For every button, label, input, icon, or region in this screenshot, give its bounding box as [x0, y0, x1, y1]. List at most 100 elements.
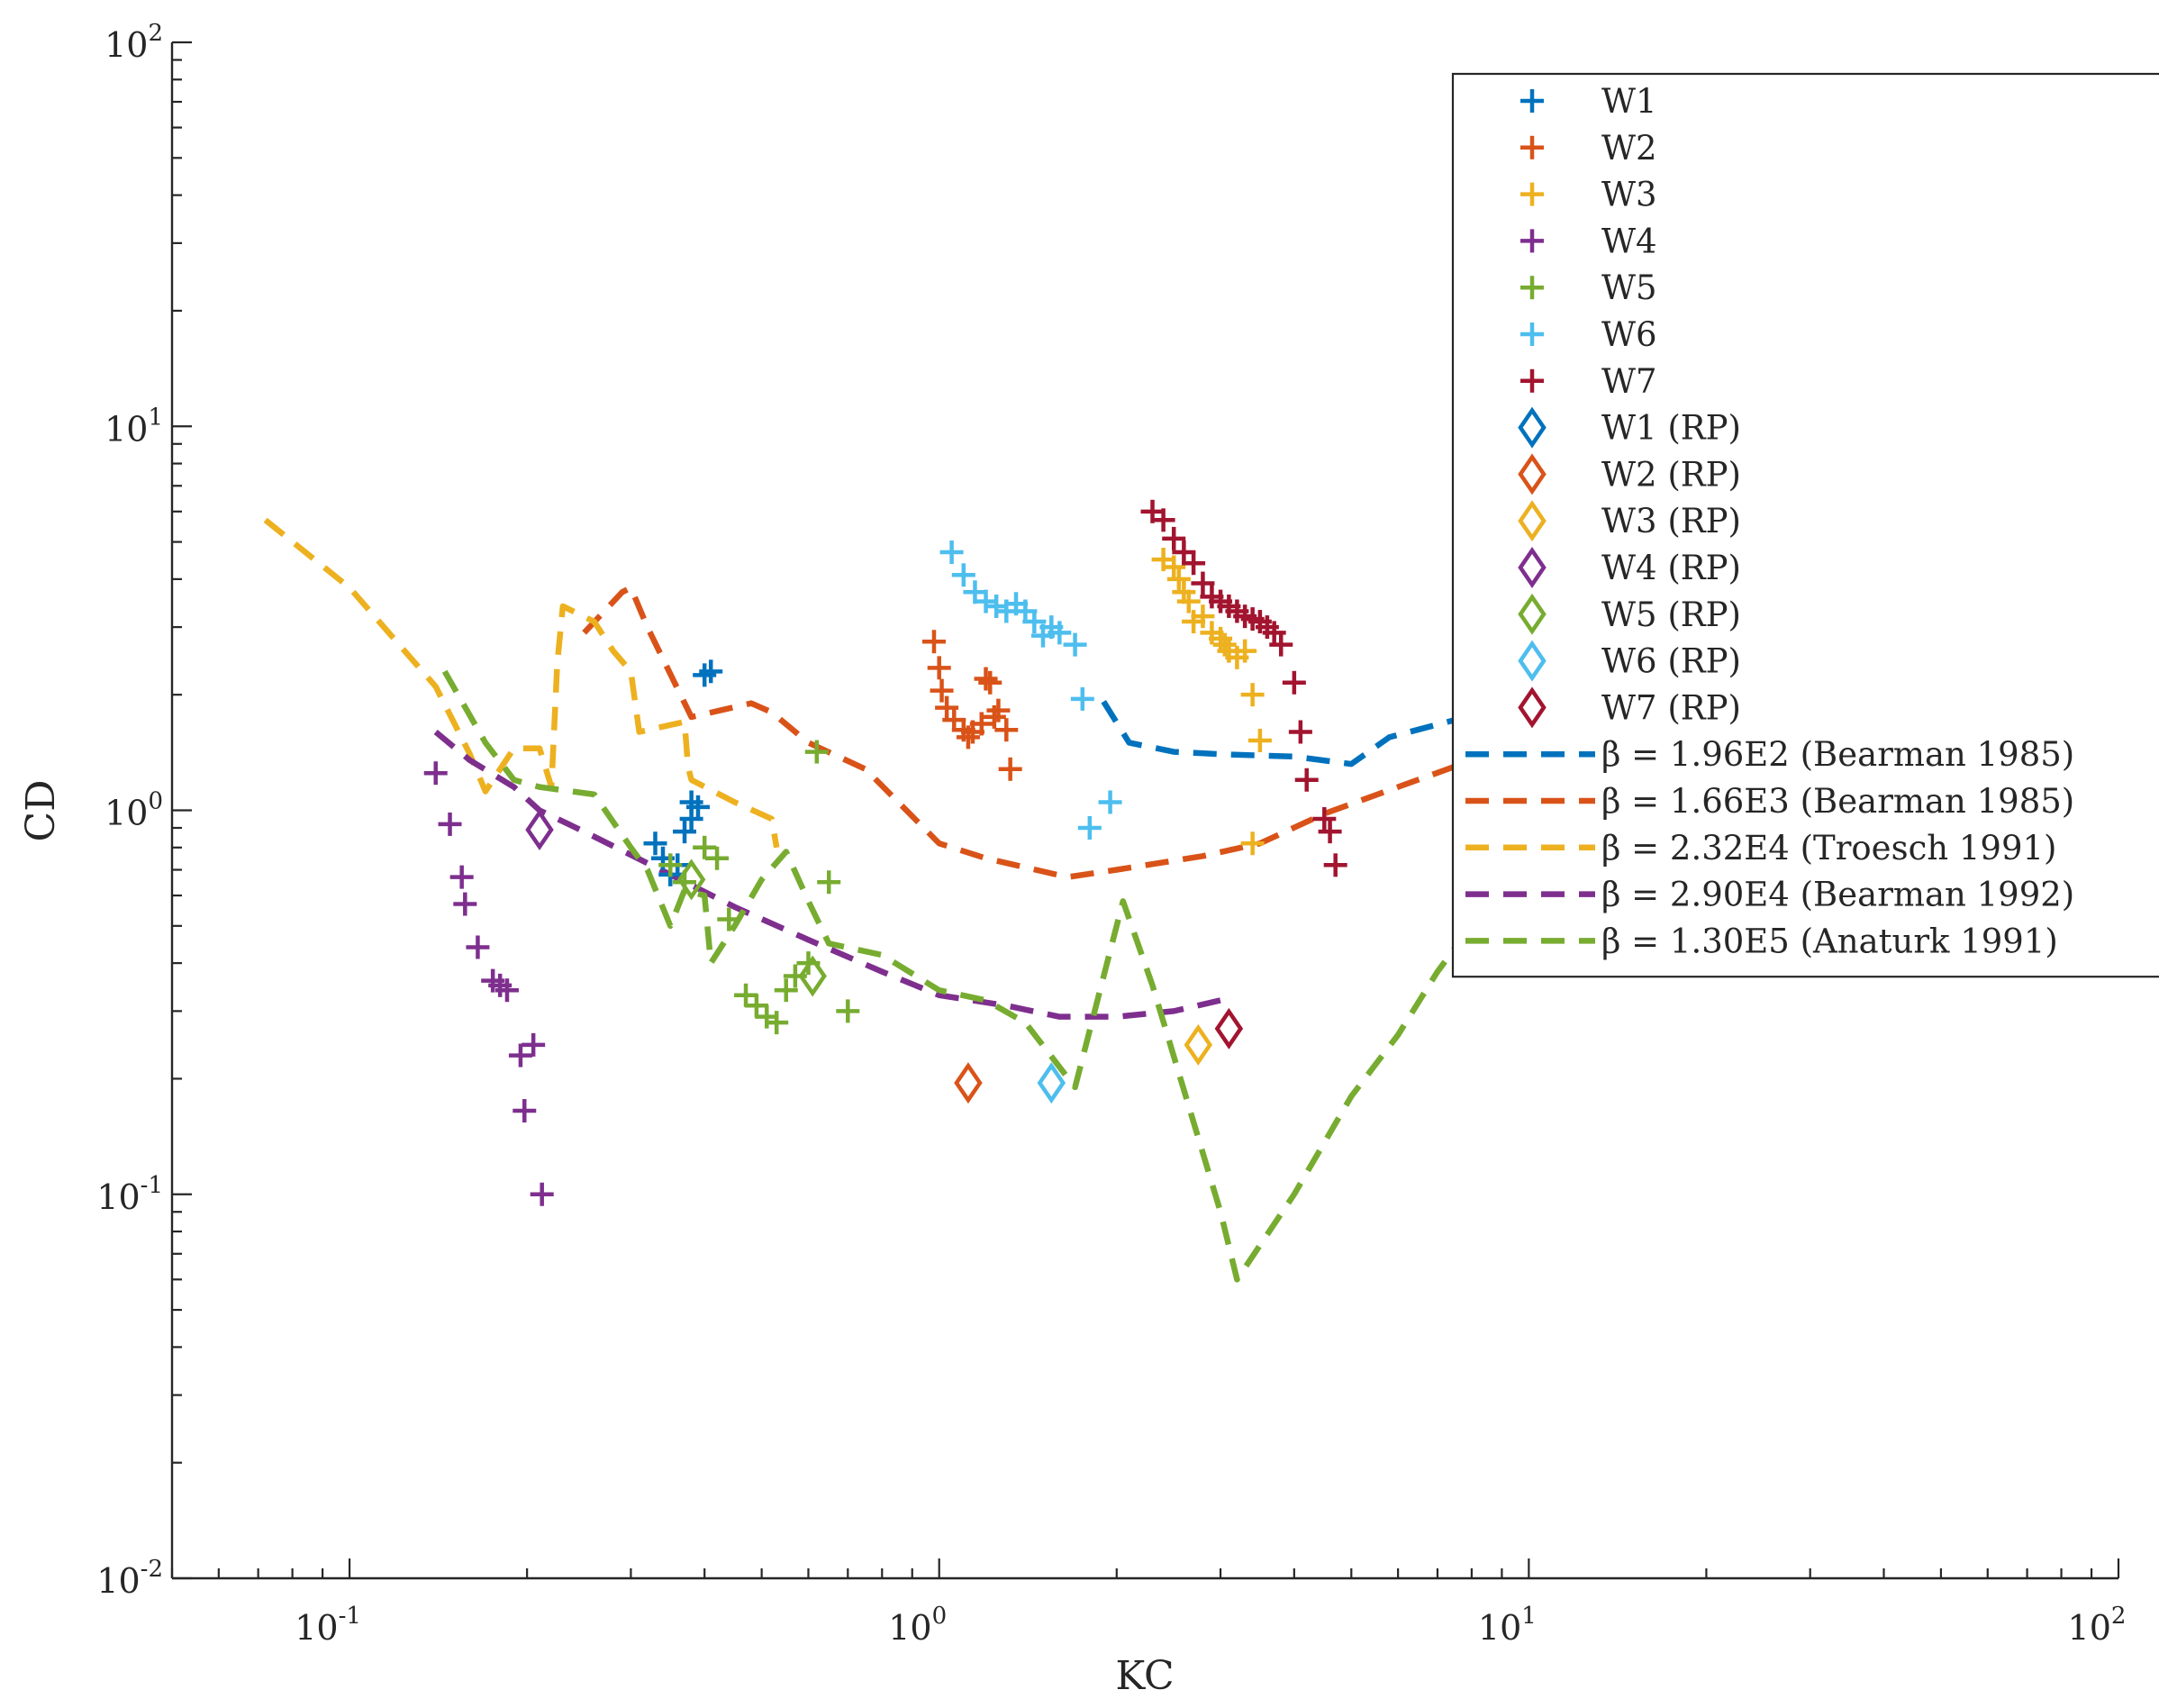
legend-item-w3: W3 [1520, 176, 1657, 214]
data-point [508, 1043, 532, 1068]
data-point [1233, 639, 1257, 663]
data-point [1191, 571, 1215, 595]
data-point [1191, 604, 1215, 629]
data-point [1151, 508, 1175, 532]
data-point [998, 757, 1022, 781]
series-w3 [1151, 548, 1272, 856]
data-point [939, 541, 964, 565]
axes [170, 41, 2120, 1580]
data-point [1182, 551, 1206, 576]
legend-label: β = 2.32E4 (Troesch 1991) [1601, 829, 2056, 868]
series-w7 [1140, 499, 1347, 877]
legend-item-1-66e3-bearman-1985: β = 1.66E3 (Bearman 1985) [1465, 782, 2074, 821]
data-point [1269, 632, 1293, 657]
data-point [994, 718, 1019, 742]
x-tick-label: 101 [1478, 1603, 1537, 1648]
series-w2 [921, 630, 1022, 781]
data-point [974, 667, 998, 691]
data-point [765, 1011, 789, 1035]
data-point [984, 594, 1009, 618]
data-point [423, 761, 448, 786]
data-point [449, 865, 474, 889]
data-point [513, 1099, 537, 1123]
series-w2-rp [954, 1062, 983, 1104]
legend-swatch [1518, 640, 1547, 682]
legend-swatch [1518, 453, 1547, 495]
legend: W1 W2 W3 W4 W5 W6 W7 W1 (RP) W2 (RP) W3 (RP) W4 (R… [1451, 72, 2159, 978]
legend-item-w3-rp: W3 (RP) [1518, 500, 1741, 542]
legend-swatch [1518, 593, 1547, 635]
legend-swatch [1518, 686, 1547, 729]
legend-item-w6: W6 [1520, 315, 1657, 354]
legend-swatch [1520, 323, 1544, 346]
data-point [525, 809, 554, 851]
legend-item-w4-rp: W4 (RP) [1518, 547, 1741, 588]
plot-area [263, 499, 1474, 1283]
series-w5 [658, 740, 860, 1035]
data-point [1323, 853, 1347, 877]
legend-item-1-30e5-anaturk-1991: β = 1.30E5 (Anaturk 1991) [1465, 922, 2058, 960]
legend-item-w7: W7 [1520, 362, 1657, 401]
data-point [974, 589, 998, 613]
legend-label: W2 (RP) [1601, 455, 1741, 494]
legend-label: β = 2.90E4 (Bearman 1992) [1601, 876, 2074, 914]
legend-label: W1 [1601, 82, 1657, 121]
y-tick-label: 100 [104, 788, 163, 833]
data-point [774, 978, 798, 1003]
data-point [798, 955, 827, 997]
data-point [1247, 728, 1272, 752]
legend-swatch [1520, 89, 1544, 113]
legend-item-w1: W1 [1520, 82, 1657, 121]
series-w7-rp [1214, 1007, 1244, 1049]
data-point [693, 835, 717, 859]
legend-label: W4 (RP) [1601, 549, 1741, 587]
data-point [1063, 632, 1087, 657]
data-point [1070, 686, 1094, 711]
series-w6 [939, 541, 1122, 840]
series-line-1-96e2-bearman-1985 [1101, 700, 1456, 768]
data-point [494, 978, 519, 1003]
legend-swatch [1520, 368, 1544, 393]
data-point [1214, 1007, 1244, 1049]
legend-item-2-32e4-troesch-1991: β = 2.32E4 (Troesch 1991) [1465, 829, 2056, 868]
legend-item-w1-rp: W1 (RP) [1518, 406, 1741, 449]
legend-item-1-96e2-bearman-1985: β = 1.96E2 (Bearman 1985) [1465, 735, 2074, 774]
legend-swatch [1518, 547, 1547, 588]
legend-item-2-90e4-bearman-1992: β = 2.90E4 (Bearman 1992) [1465, 876, 2074, 914]
x-tick-label: 10-1 [295, 1603, 361, 1648]
data-point [705, 846, 730, 870]
data-point [686, 795, 711, 819]
y-axis-label: CD [18, 780, 64, 842]
legend-label: W4 [1601, 222, 1657, 260]
y-tick-label: 10-2 [96, 1556, 163, 1601]
tick-labels: 10-1 100 101 102 10-2 10-1 100 101 102 [96, 20, 2126, 1648]
legend-label: W3 [1601, 176, 1657, 214]
legend-label: W1 (RP) [1601, 409, 1741, 448]
series-line-1-30e5-anaturk-1991 [441, 669, 1474, 1283]
data-point [969, 712, 993, 736]
legend-item-w6-rp: W6 (RP) [1518, 640, 1741, 682]
legend-item-w5: W5 [1520, 268, 1657, 307]
x-axis-label: KC [1115, 1653, 1174, 1699]
data-point [744, 994, 768, 1018]
data-point [466, 935, 490, 959]
data-point [1048, 621, 1072, 645]
data-point [1240, 831, 1265, 856]
data-point [954, 1062, 983, 1104]
x-tick-label: 100 [888, 1603, 947, 1648]
data-point [817, 870, 841, 895]
data-point [1176, 589, 1201, 613]
data-point [1282, 670, 1306, 695]
data-point [676, 859, 706, 901]
data-point [978, 670, 1002, 695]
data-point [1288, 720, 1312, 744]
data-point [522, 1032, 546, 1057]
y-tick-label: 10-1 [96, 1172, 163, 1217]
legend-swatch [1518, 406, 1547, 449]
data-point [836, 999, 860, 1023]
legend-label: β = 1.30E5 (Anaturk 1991) [1601, 922, 2058, 960]
data-point [530, 1182, 554, 1206]
data-point [1077, 816, 1102, 840]
